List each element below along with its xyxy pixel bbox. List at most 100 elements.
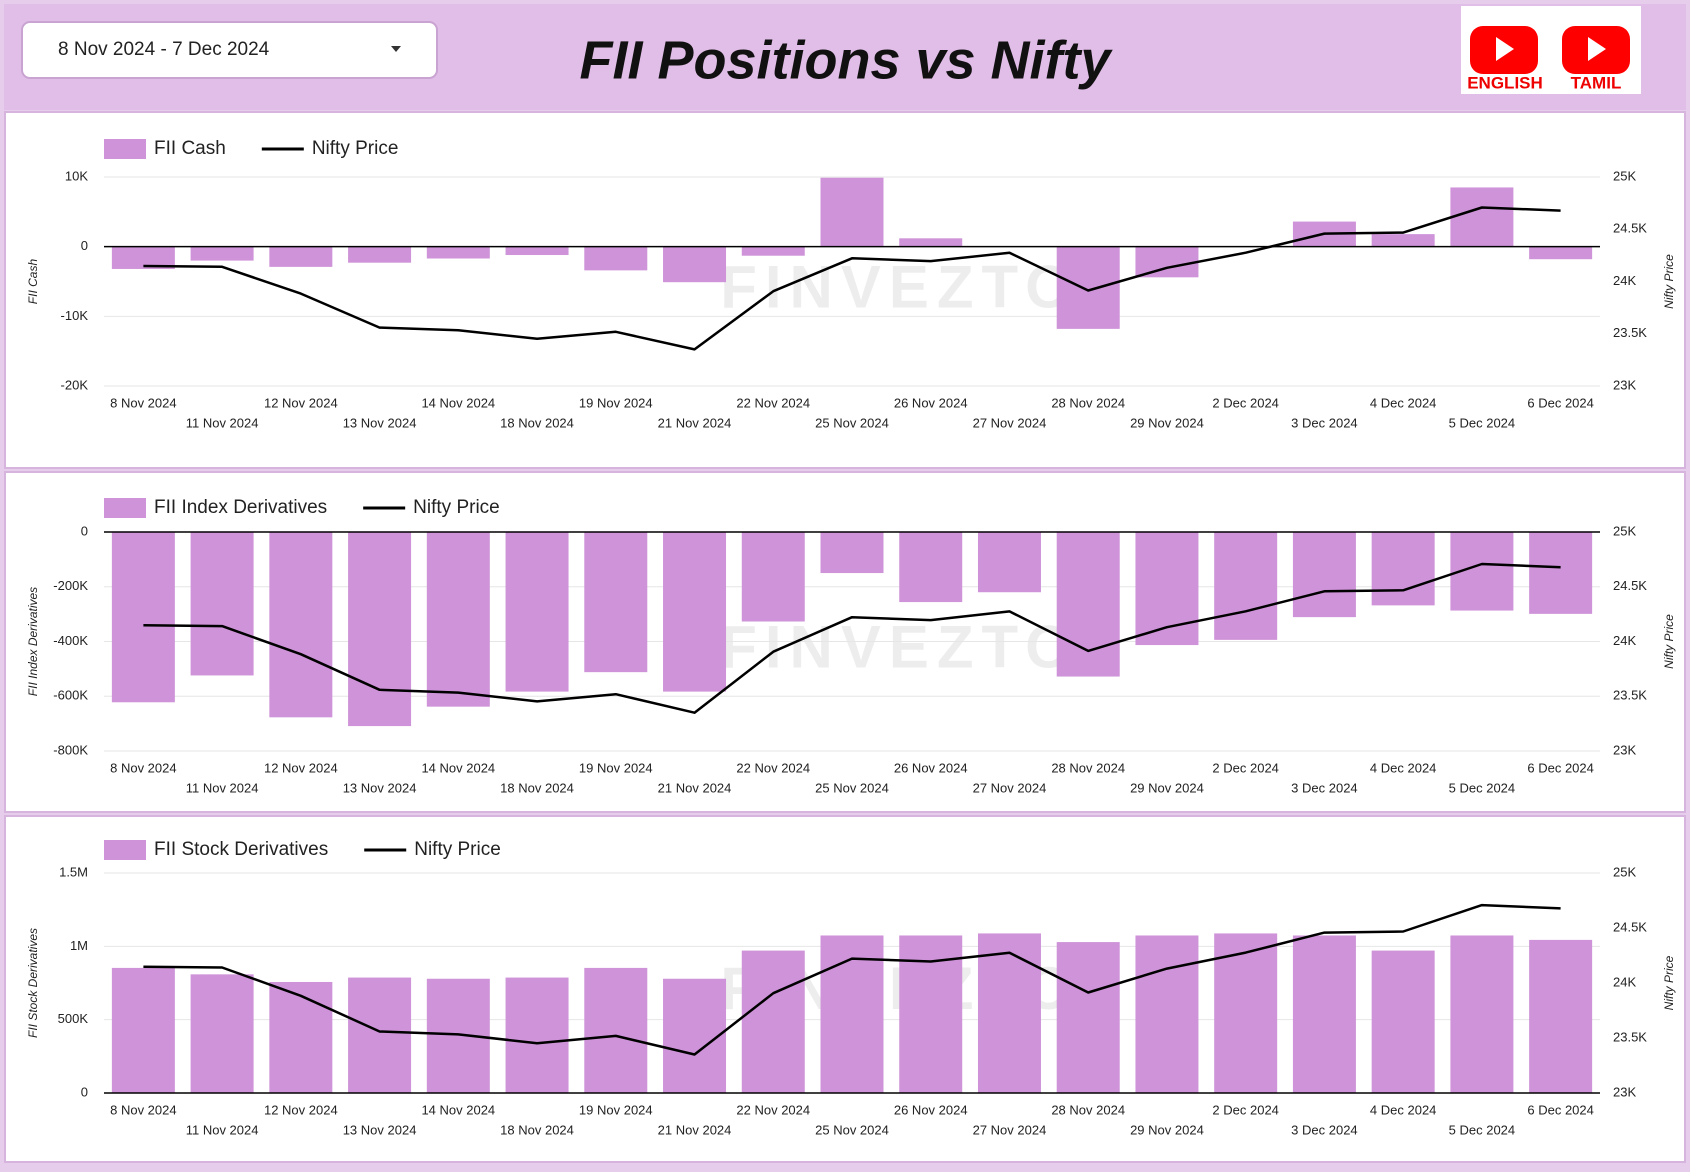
bar <box>269 981 333 1093</box>
x-tick-label: 26 Nov 2024 <box>894 395 968 410</box>
nifty-line <box>143 903 1561 1056</box>
bar <box>348 532 412 727</box>
x-tick-label: 5 Dec 2024 <box>1449 1122 1516 1137</box>
legend-label: Nifty Price <box>312 138 399 159</box>
bar <box>505 246 569 256</box>
tamil-button[interactable]: TAMIL <box>1562 26 1630 92</box>
x-tick-label: 19 Nov 2024 <box>579 1102 653 1117</box>
y2-tick-label: 24K <box>1613 974 1636 989</box>
y-tick-label: -400K <box>53 633 88 648</box>
x-tick-label: 18 Nov 2024 <box>500 780 574 795</box>
bar <box>663 532 727 692</box>
page-title: FII Positions vs Nifty <box>579 30 1113 90</box>
y-tick-label: 10K <box>65 168 88 183</box>
x-tick-label: 5 Dec 2024 <box>1449 415 1516 430</box>
bar <box>111 246 175 269</box>
date-range-dropdown[interactable] <box>21 21 438 79</box>
y-tick-label: -10K <box>61 308 89 323</box>
bar <box>899 238 963 247</box>
x-tick-label: 2 Dec 2024 <box>1212 760 1279 775</box>
y2-tick-label: 23.5K <box>1613 325 1647 340</box>
y2-tick-label: 23.5K <box>1613 1029 1647 1044</box>
bar <box>190 246 254 261</box>
bar <box>1450 187 1514 247</box>
bar <box>741 532 805 622</box>
y-tick-label: 1M <box>70 938 88 953</box>
x-tick-label: 4 Dec 2024 <box>1370 395 1437 410</box>
y-tick-label: 0 <box>81 238 88 253</box>
x-tick-label: 3 Dec 2024 <box>1291 415 1358 430</box>
bar <box>190 532 254 676</box>
x-tick-label: 6 Dec 2024 <box>1527 760 1594 775</box>
x-tick-label: 21 Nov 2024 <box>658 780 732 795</box>
y-tick-label: 0 <box>81 523 88 538</box>
bar <box>820 935 884 1093</box>
legend-swatch <box>104 498 146 518</box>
bar <box>426 246 490 259</box>
legend-label: Nifty Price <box>413 497 500 518</box>
y-tick-label: -600K <box>53 688 88 703</box>
y2-axis-label: Nifty Price <box>1662 955 1676 1010</box>
x-tick-label: 22 Nov 2024 <box>736 1102 810 1117</box>
legend-swatch <box>104 139 146 159</box>
y2-tick-label: 25K <box>1613 864 1636 879</box>
bar <box>663 246 727 283</box>
y2-tick-label: 23.5K <box>1613 688 1647 703</box>
x-tick-label: 18 Nov 2024 <box>500 415 574 430</box>
bar <box>1371 234 1435 247</box>
x-tick-label: 14 Nov 2024 <box>421 395 495 410</box>
y2-tick-label: 25K <box>1613 168 1636 183</box>
panel <box>4 111 1686 469</box>
x-tick-label: 19 Nov 2024 <box>579 395 653 410</box>
y2-tick-label: 23K <box>1613 377 1636 392</box>
y-axis-label: FII Index Derivatives <box>26 587 40 696</box>
x-tick-label: 13 Nov 2024 <box>343 1122 417 1137</box>
watermark: FINVEZTO <box>720 253 1080 320</box>
bar <box>1529 532 1593 614</box>
y2-tick-label: 24.5K <box>1613 919 1647 934</box>
bar <box>1371 950 1435 1093</box>
x-tick-label: 28 Nov 2024 <box>1051 395 1125 410</box>
bar <box>741 246 805 256</box>
legend-label: FII Cash <box>154 138 226 159</box>
y-tick-label: 0 <box>81 1084 88 1099</box>
x-tick-label: 13 Nov 2024 <box>343 415 417 430</box>
x-tick-label: 2 Dec 2024 <box>1212 1102 1279 1117</box>
date-range-text: 8 Nov 2024 - 7 Dec 2024 <box>58 39 270 60</box>
x-tick-label: 22 Nov 2024 <box>736 395 810 410</box>
x-tick-label: 5 Dec 2024 <box>1449 780 1516 795</box>
x-tick-label: 12 Nov 2024 <box>264 760 338 775</box>
x-tick-label: 25 Nov 2024 <box>815 1122 889 1137</box>
y2-tick-label: 24K <box>1613 273 1636 288</box>
bar <box>1292 532 1356 618</box>
x-tick-label: 8 Nov 2024 <box>110 1102 177 1117</box>
x-tick-label: 8 Nov 2024 <box>110 760 177 775</box>
x-tick-label: 27 Nov 2024 <box>973 1122 1047 1137</box>
bar <box>977 933 1041 1093</box>
x-tick-label: 27 Nov 2024 <box>973 780 1047 795</box>
y-tick-label: -200K <box>53 578 88 593</box>
bar <box>977 532 1041 593</box>
y2-tick-label: 24K <box>1613 633 1636 648</box>
bar <box>190 974 254 1093</box>
x-tick-label: 18 Nov 2024 <box>500 1122 574 1137</box>
x-tick-label: 11 Nov 2024 <box>186 1122 259 1137</box>
x-tick-label: 22 Nov 2024 <box>736 760 810 775</box>
bar <box>584 246 648 271</box>
x-tick-label: 11 Nov 2024 <box>186 415 259 430</box>
x-tick-label: 26 Nov 2024 <box>894 1102 968 1117</box>
bar <box>1214 933 1278 1093</box>
x-tick-label: 21 Nov 2024 <box>658 415 732 430</box>
button-label: ENGLISH <box>1467 73 1543 92</box>
english-button[interactable]: ENGLISH <box>1467 26 1543 92</box>
play-icon <box>1496 37 1514 61</box>
x-tick-label: 3 Dec 2024 <box>1291 1122 1358 1137</box>
bar <box>1371 532 1435 606</box>
bar <box>426 532 490 707</box>
dropdown-arrow <box>391 46 401 52</box>
x-tick-label: 29 Nov 2024 <box>1130 415 1204 430</box>
button-label: TAMIL <box>1571 73 1622 92</box>
y-tick-label: 1.5M <box>59 864 88 879</box>
y2-tick-label: 24.5K <box>1613 221 1647 236</box>
y2-axis-label: Nifty Price <box>1662 614 1676 669</box>
